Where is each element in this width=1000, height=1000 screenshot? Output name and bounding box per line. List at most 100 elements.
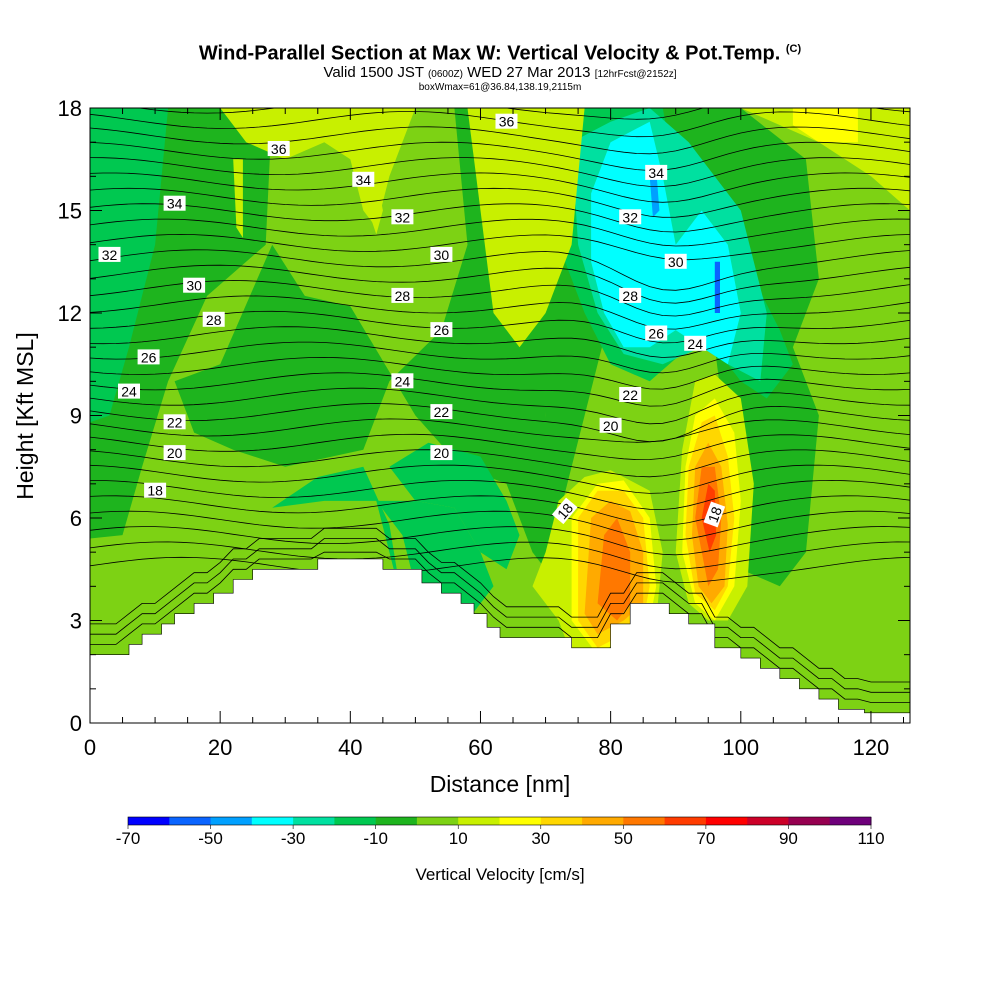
theta-label-text: 36	[271, 141, 287, 157]
theta-contour	[90, 556, 910, 583]
theta-label-bg	[430, 246, 453, 262]
theta-label-bg	[619, 209, 642, 225]
theta-label: 34	[645, 164, 668, 181]
theta-label-bg	[118, 383, 140, 399]
theta-label-bg	[551, 497, 578, 525]
theta-label: 32	[98, 246, 121, 263]
theta-label: 18	[551, 497, 578, 525]
theta-label-bg	[163, 445, 186, 461]
theta-label-bg	[391, 209, 414, 225]
theta-label-text: 34	[167, 196, 183, 212]
theta-label: 18	[144, 482, 167, 499]
theta-contour	[90, 81, 910, 102]
theta-label: 36	[267, 141, 290, 157]
theta-label: 24	[391, 373, 414, 389]
theta-contour	[90, 433, 910, 461]
theta-label-bg	[163, 195, 186, 211]
theta-label-text: 24	[687, 336, 703, 352]
colorbar-swatch	[334, 817, 377, 825]
theta-label: 20	[163, 445, 186, 461]
x-tick-label: 20	[208, 735, 232, 760]
theta-label-text: 22	[622, 387, 638, 403]
velocity-region	[389, 442, 520, 570]
theta-label-bg	[202, 311, 225, 327]
colorbar-swatch	[747, 817, 789, 825]
theta-contour	[90, 510, 910, 541]
theta-label-text: 24	[121, 384, 137, 400]
x-tick-label: 100	[722, 735, 759, 760]
y-tick-label: 0	[70, 711, 82, 736]
theta-label-text: 34	[648, 165, 664, 181]
theta-label: 26	[430, 322, 453, 338]
theta-label-bg	[391, 287, 414, 303]
colorbar-tick-label: -70	[116, 829, 141, 848]
theta-label-text: 36	[499, 114, 515, 130]
y-axis-label: Height [Kft MSL]	[12, 332, 38, 499]
theta-contour	[90, 280, 910, 317]
velocity-region	[467, 108, 585, 348]
velocity-region	[233, 159, 243, 238]
theta-contour	[90, 172, 910, 203]
theta-label-text: 30	[186, 278, 202, 294]
theta-contour	[90, 249, 910, 291]
theta-label-text: 20	[603, 418, 619, 434]
theta-contour	[90, 449, 910, 478]
theta-label-text: 28	[622, 288, 638, 304]
colorbar-tick-label: 90	[779, 829, 798, 848]
colorbar: -70 -50 -30 -10 10 30 50 70 90 110	[116, 816, 885, 848]
potential-temperature-contours	[90, 81, 910, 703]
colorbar-tick-label: -50	[198, 829, 223, 848]
y-tick-label: 6	[70, 506, 82, 531]
theta-label-text: 32	[395, 209, 411, 225]
theta-label: 24	[684, 335, 707, 352]
y-tick-label: 9	[70, 404, 82, 429]
theta-label-bg	[703, 501, 726, 528]
theta-label: 20	[599, 417, 622, 434]
theta-label: 28	[619, 287, 642, 304]
theta-label-bg	[430, 445, 453, 461]
theta-label-text: 26	[648, 326, 664, 342]
theta-label-bg	[645, 325, 668, 341]
contour-labels: 36 36 34 34 34 32 32 32 30 30 30 28 28 28 26 26 26 24 24 24…	[98, 113, 726, 528]
theta-label-text: 34	[356, 172, 372, 188]
theta-label-bg	[430, 322, 453, 338]
theta-contour	[90, 326, 910, 358]
theta-contour	[90, 538, 910, 693]
theta-contour	[90, 387, 910, 425]
theta-label: 28	[202, 311, 225, 328]
theta-label-text: 18	[147, 483, 163, 499]
theta-contour	[90, 464, 910, 494]
colorbar-tick-label: 50	[614, 829, 633, 848]
theta-contour	[90, 526, 910, 556]
chart-subtitle: Valid 1500 JST (0600Z) WED 27 Mar 2013 […	[323, 63, 677, 81]
colorbar-border	[127, 816, 872, 826]
theta-label-bg	[144, 482, 167, 498]
theta-label: 18	[703, 501, 726, 528]
x-axis-label: Distance [nm]	[430, 771, 571, 797]
colorbar-label: Vertical Velocity [cm/s]	[415, 865, 584, 884]
colorbar-tick-label: 70	[696, 829, 715, 848]
colorbar-tick-label: -10	[363, 829, 388, 848]
theta-label-text: 32	[622, 209, 638, 225]
theta-label-bg	[599, 417, 622, 433]
theta-contour	[90, 126, 910, 155]
x-tick-label: 120	[853, 735, 890, 760]
theta-label-text: 24	[395, 373, 411, 389]
theta-label-text: 22	[167, 414, 183, 430]
colorbar-swatch	[582, 817, 624, 825]
theta-contour	[90, 551, 910, 703]
x-tick-label: 80	[598, 735, 622, 760]
colorbar-swatch	[416, 817, 459, 825]
theta-label-text: 28	[206, 312, 222, 328]
theta-label-bg	[98, 246, 121, 262]
colorbar-tick-label: 10	[449, 829, 468, 848]
theta-label: 22	[430, 404, 453, 420]
colorbar-swatch	[128, 817, 170, 825]
velocity-region	[337, 108, 383, 235]
terrain-mask	[90, 558, 910, 723]
colorbar-swatch	[540, 817, 583, 825]
theta-label-text: 30	[668, 254, 684, 270]
theta-contour	[90, 295, 910, 330]
theta-label-text: 20	[434, 445, 450, 461]
theta-label-bg	[183, 277, 206, 293]
